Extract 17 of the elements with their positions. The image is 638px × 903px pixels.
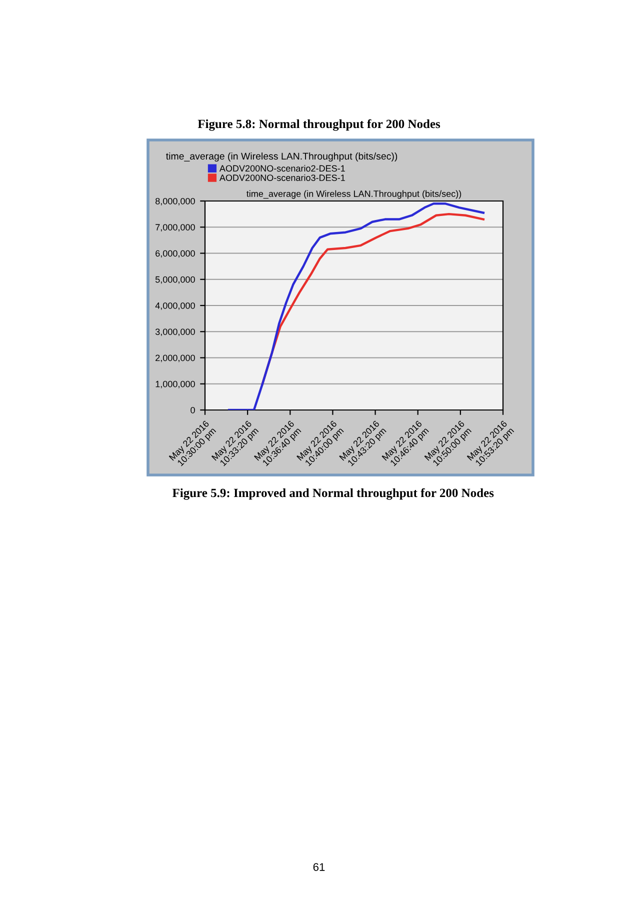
text: 61 [313, 863, 325, 871]
y-tick-label: 7,000,000 [156, 224, 195, 232]
line-series [228, 202, 485, 410]
y-tick-label: 4,000,000 [155, 302, 195, 310]
legend-label: AODV200NO-scenario2-DES-1 [219, 164, 345, 172]
y-tick-label: 8,000,000 [156, 198, 195, 206]
legend-label: AODV200NO-scenario3-DES-1 [219, 174, 345, 181]
y-tick-label: 5,000,000 [155, 276, 195, 284]
y-tick-label: 0 [190, 406, 195, 414]
y-tick-label: 2,000,000 [156, 354, 195, 362]
chart-title: time_average (in Wireless LAN.Throughput (bits/sec)) [246, 190, 462, 199]
caption: Figure 5.9: Improved and Normal throughput for 200 Nodes [172, 488, 494, 500]
text: time_average (in Wireless LAN.Throughput (bits/sec)) [166, 152, 398, 162]
y-tick-label: 6,000,000 [156, 250, 195, 258]
y-tick-label: 1,000,000 [156, 380, 195, 388]
y-tick-label: 3,000,000 [155, 328, 195, 336]
caption: Figure 5.8: Normal throughput for 200 Nodes [198, 119, 440, 131]
